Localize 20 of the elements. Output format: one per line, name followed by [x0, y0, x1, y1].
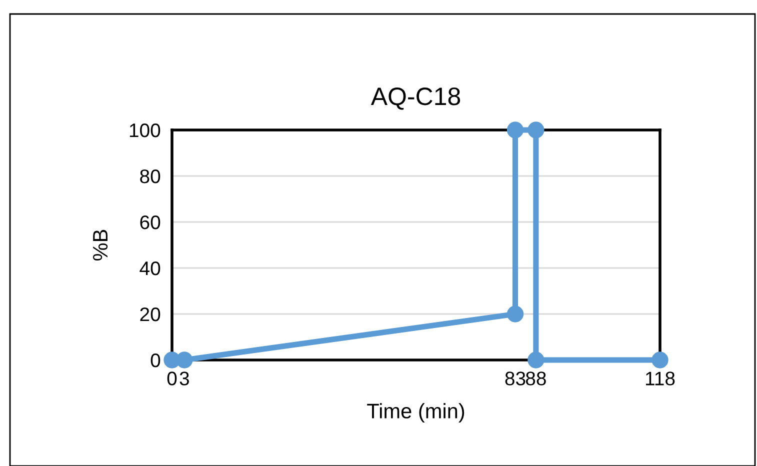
point — [506, 306, 524, 322]
point — [528, 122, 544, 138]
x-tick-label: 83 — [505, 372, 526, 386]
point — [506, 122, 524, 138]
point — [528, 352, 544, 368]
x-tick-label: 88 — [526, 372, 546, 386]
point — [652, 352, 668, 368]
y-tick-label: 0 — [150, 353, 160, 368]
y-tick-label: 100 — [130, 123, 160, 138]
x-axis-title: Time (min) — [367, 403, 464, 423]
x-tick-label: 3 — [180, 372, 189, 386]
point — [176, 352, 193, 368]
x-tick-label: 0 — [167, 372, 177, 386]
x-tick-label: 118 — [646, 372, 675, 386]
y-tick-label: 20 — [140, 307, 160, 322]
chart-title: AQ-C18 — [370, 88, 460, 110]
y-tick-label: 40 — [140, 261, 160, 276]
y-axis-title: %B — [93, 230, 108, 260]
y-tick-label: 60 — [140, 215, 160, 230]
y-tick-label: 80 — [140, 169, 160, 184]
